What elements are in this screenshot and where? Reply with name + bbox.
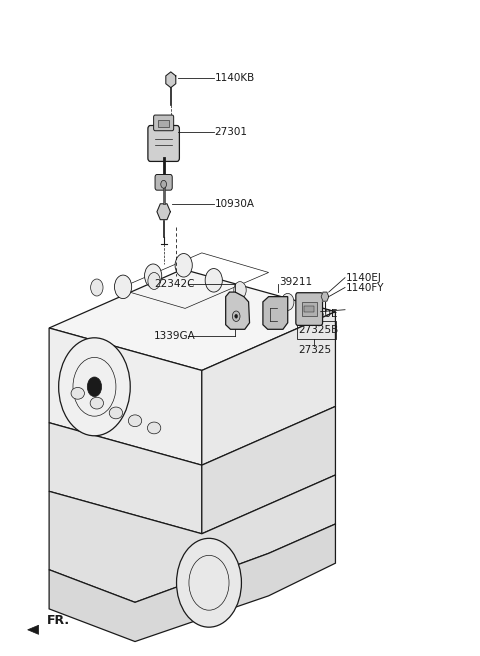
Text: FR.: FR. — [47, 614, 70, 627]
Text: 1140EJ: 1140EJ — [346, 273, 382, 283]
Text: 39211: 39211 — [280, 277, 313, 287]
Circle shape — [59, 338, 130, 436]
Ellipse shape — [128, 415, 142, 426]
FancyBboxPatch shape — [148, 125, 180, 161]
Polygon shape — [202, 406, 336, 534]
Circle shape — [232, 311, 240, 321]
Text: 1339GA: 1339GA — [154, 331, 196, 341]
Text: 1140KB: 1140KB — [215, 73, 255, 83]
Text: 27325B: 27325B — [298, 325, 338, 335]
Polygon shape — [226, 292, 250, 329]
Bar — [158, 120, 169, 127]
Text: 27325: 27325 — [298, 344, 331, 354]
Circle shape — [87, 377, 102, 397]
Polygon shape — [321, 292, 329, 301]
Ellipse shape — [71, 388, 84, 400]
Circle shape — [234, 281, 246, 298]
Circle shape — [235, 314, 238, 318]
Polygon shape — [263, 297, 288, 329]
Polygon shape — [49, 524, 336, 642]
Text: 27301: 27301 — [215, 127, 248, 137]
FancyBboxPatch shape — [154, 115, 174, 131]
Circle shape — [115, 275, 132, 298]
Polygon shape — [157, 204, 170, 220]
Polygon shape — [49, 328, 202, 465]
Bar — [297, 321, 336, 339]
Circle shape — [205, 268, 222, 292]
Circle shape — [175, 253, 192, 277]
Text: 27350E: 27350E — [298, 308, 338, 319]
Text: 22342C: 22342C — [154, 279, 194, 289]
Ellipse shape — [90, 398, 104, 409]
Circle shape — [161, 180, 167, 188]
FancyBboxPatch shape — [296, 293, 323, 325]
Ellipse shape — [109, 407, 122, 419]
Polygon shape — [49, 422, 202, 534]
FancyBboxPatch shape — [155, 174, 172, 190]
Polygon shape — [49, 475, 336, 602]
Polygon shape — [49, 269, 336, 371]
Circle shape — [144, 264, 162, 287]
Bar — [304, 306, 314, 312]
Circle shape — [177, 539, 241, 627]
Polygon shape — [28, 625, 38, 634]
Circle shape — [281, 293, 294, 310]
Text: 1140FY: 1140FY — [346, 283, 384, 293]
Circle shape — [91, 279, 103, 296]
Text: 10930A: 10930A — [215, 199, 255, 209]
Ellipse shape — [147, 422, 161, 434]
Polygon shape — [202, 312, 336, 465]
Bar — [301, 302, 317, 316]
Polygon shape — [166, 72, 176, 88]
Circle shape — [148, 272, 160, 289]
